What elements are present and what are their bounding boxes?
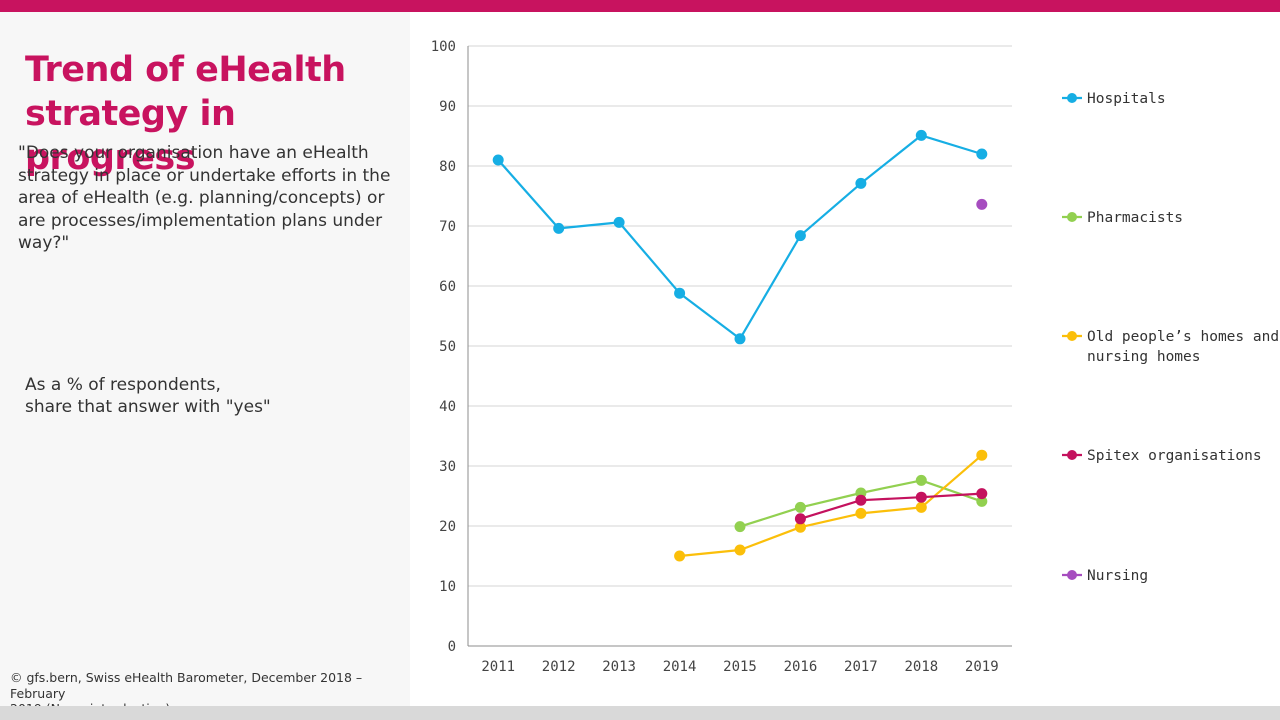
data-point-pharmacists-2019 <box>976 495 988 507</box>
y-tick-label-20: 20 <box>439 519 456 535</box>
y-tick-label-60: 60 <box>439 279 456 295</box>
x-tick-label-2012: 2012 <box>542 659 576 675</box>
series-nursing <box>976 198 988 210</box>
series <box>492 129 988 562</box>
legend-label-old-people-s-homes-and-nursing-homes-line-2: nursing homes <box>1087 349 1201 365</box>
data-point-hospitals-2017 <box>855 177 867 189</box>
y-tick-labels: 0 10 20 30 40 50 60 70 80 90 100 <box>431 39 456 655</box>
data-point-spitex-organisations-2019 <box>976 488 988 500</box>
y-tick-label-40: 40 <box>439 399 456 415</box>
x-tick-label-2014: 2014 <box>663 659 697 675</box>
data-point-old-people-s-homes-and-nursing-homes-2014 <box>674 550 686 562</box>
x-tick-label-2017: 2017 <box>844 659 878 675</box>
legend-item-spitex-organisations: Spitex organisations <box>1062 448 1262 464</box>
y-tick-label-90: 90 <box>439 99 456 115</box>
data-point-hospitals-2013 <box>613 216 625 228</box>
unit-note: As a % of respondents, share that answer… <box>25 374 385 418</box>
series-line-old-people-s-homes-and-nursing-homes <box>679 454 983 558</box>
series-old-people-s-homes-and-nursing-homes <box>674 449 988 562</box>
slide-title: Trend of eHealth strategy in progress <box>25 48 405 180</box>
data-point-hospitals-2012 <box>553 222 565 234</box>
legend-item-hospitals: Hospitals <box>1062 91 1166 107</box>
bottom-footer-bar <box>0 706 1280 720</box>
legend-marker-hospitals <box>1067 93 1077 103</box>
slide-title-line-2: strategy in progress <box>25 94 236 178</box>
y-tick-label-50: 50 <box>439 339 456 355</box>
y-tick-label-30: 30 <box>439 459 456 475</box>
axes <box>467 46 1012 647</box>
unit-note-line-2: share that answer with "yes" <box>25 397 271 417</box>
legend-label-old-people-s-homes-and-nursing-homes-line-1: Old people’s homes and <box>1087 329 1279 345</box>
top-accent-bar <box>0 0 1280 12</box>
y-tick-label-10: 10 <box>439 579 456 595</box>
data-point-hospitals-2016 <box>794 230 806 242</box>
data-point-spitex-organisations-2018 <box>915 491 927 503</box>
series-spitex-organisations <box>794 488 988 525</box>
y-tick-label-80: 80 <box>439 159 456 175</box>
y-tick-label-70: 70 <box>439 219 456 235</box>
data-point-pharmacists-2015 <box>734 521 746 533</box>
y-tick-label-100: 100 <box>431 39 456 55</box>
data-point-spitex-organisations-2017 <box>855 494 867 506</box>
source-note-line-1: © gfs.bern, Swiss eHealth Barometer, Dec… <box>10 670 363 701</box>
x-tick-label-2013: 2013 <box>602 659 636 675</box>
legend-marker-nursing <box>1067 570 1077 580</box>
legend-marker-spitex-organisations <box>1067 450 1077 460</box>
data-point-pharmacists-2018 <box>915 474 927 486</box>
unit-note-line-1: As a % of respondents, <box>25 375 221 395</box>
series-hospitals <box>492 129 988 345</box>
legend-marker-old-people-s-homes-and-nursing-homes <box>1067 331 1077 341</box>
legend-label-pharmacists: Pharmacists <box>1087 210 1183 226</box>
data-point-spitex-organisations-2016 <box>794 513 806 525</box>
legend-item-pharmacists: Pharmacists <box>1062 210 1183 226</box>
slide-title-line-1: Trend of eHealth <box>25 50 346 90</box>
data-point-old-people-s-homes-and-nursing-homes-2016 <box>794 521 806 533</box>
legend-item-old-people-s-homes-and-nursing-homes: Old people’s homes and nursing homes <box>1062 329 1279 365</box>
x-tick-labels: 2011 2012 2013 2014 2015 2016 2017 2018 2019 <box>481 659 998 675</box>
data-point-old-people-s-homes-and-nursing-homes-2015 <box>734 544 746 556</box>
left-text-panel <box>0 12 410 706</box>
x-tick-label-2015: 2015 <box>723 659 757 675</box>
x-tick-label-2011: 2011 <box>481 659 515 675</box>
data-point-nursing-2019 <box>976 198 988 210</box>
data-point-old-people-s-homes-and-nursing-homes-2019 <box>976 449 988 461</box>
gridlines <box>468 45 1012 587</box>
data-point-old-people-s-homes-and-nursing-homes-2018 <box>915 501 927 513</box>
x-tick-label-2016: 2016 <box>784 659 818 675</box>
data-point-hospitals-2018 <box>915 129 927 141</box>
data-point-hospitals-2011 <box>492 154 504 166</box>
data-point-pharmacists-2016 <box>794 501 806 513</box>
legend-marker-pharmacists <box>1067 212 1077 222</box>
legend-label-spitex-organisations: Spitex organisations <box>1087 448 1262 464</box>
legend-label-nursing: Nursing <box>1087 568 1148 584</box>
y-tick-label-0: 0 <box>448 639 456 655</box>
data-point-hospitals-2019 <box>976 148 988 160</box>
x-tick-label-2018: 2018 <box>904 659 938 675</box>
data-point-hospitals-2015 <box>734 333 746 345</box>
data-point-hospitals-2014 <box>674 287 686 299</box>
survey-question: "Does your organisation have an eHealth … <box>18 143 391 253</box>
x-tick-label-2019: 2019 <box>965 659 999 675</box>
legend: Hospitals Pharmacists Old people’s homes a… <box>1062 91 1279 584</box>
legend-item-nursing: Nursing <box>1062 568 1148 584</box>
series-line-spitex-organisations <box>800 492 982 520</box>
data-point-old-people-s-homes-and-nursing-homes-2017 <box>855 507 867 519</box>
legend-label-hospitals: Hospitals <box>1087 91 1166 107</box>
